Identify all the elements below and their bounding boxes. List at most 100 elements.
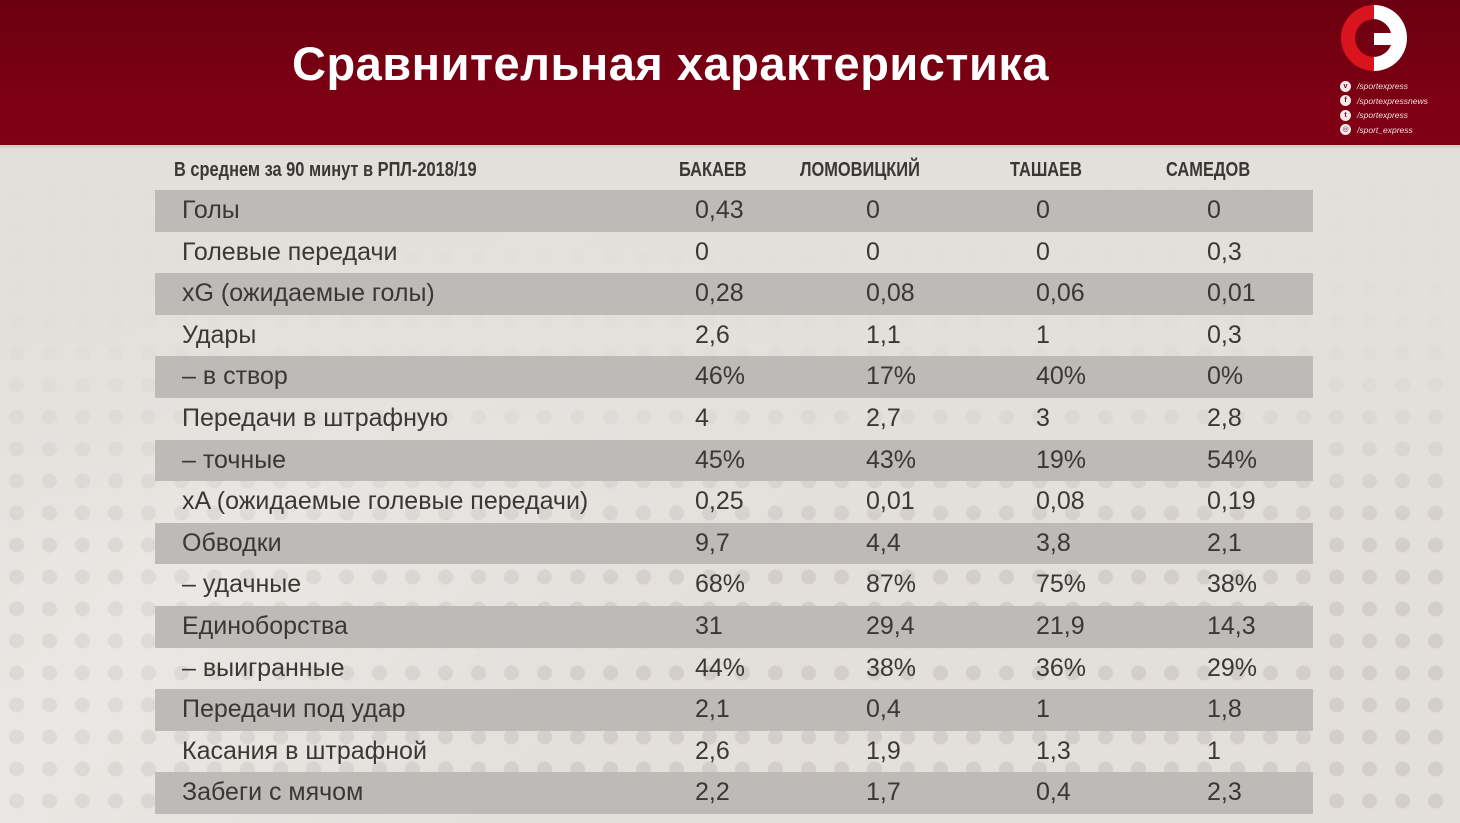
row-label: xG (ожидаемые голы)	[182, 279, 435, 308]
table-row: Единоборства 31 29,4 21,9 14,3	[155, 605, 1313, 648]
table-row: Передачи под удар 2,1 0,4 1 1,8	[155, 689, 1313, 731]
table-row: – выигранные 44% 38% 36% 29%	[155, 648, 1313, 690]
row-label: Удары	[182, 320, 257, 349]
cell-value: 0	[1036, 196, 1050, 224]
row-label: Передачи в штрафную	[182, 403, 449, 432]
cell-value: 2,8	[1207, 403, 1242, 432]
cell-value: 29,4	[866, 611, 915, 640]
cell-value: 2,1	[695, 695, 730, 724]
cell-value: 2,1	[1207, 528, 1242, 557]
cell-value: 0,43	[695, 196, 744, 224]
cell-value: 31	[695, 611, 723, 640]
comparison-table: В среднем за 90 минут в РПЛ-2018/19 БАКА…	[155, 148, 1313, 814]
row-label: Голевые передачи	[182, 237, 398, 266]
cell-value: 0,08	[1036, 487, 1085, 516]
cell-value: 1,1	[866, 320, 901, 349]
cell-value: 54%	[1207, 445, 1258, 474]
social-link-vk[interactable]: v /sportexpress	[1340, 79, 1428, 94]
table-row: Удары 2,6 1,1 1 0,3	[155, 315, 1313, 357]
cell-value: 46%	[695, 362, 746, 391]
social-link-twitter[interactable]: t /sportexpress	[1340, 108, 1428, 123]
row-label: Обводки	[182, 528, 282, 557]
table-row: xG (ожидаемые голы) 0,28 0,08 0,06 0,01	[155, 273, 1313, 315]
table-row: Обводки 9,7 4,4 3,8 2,1	[155, 522, 1313, 565]
facebook-icon: f	[1340, 95, 1351, 107]
cell-value: 75%	[1036, 570, 1087, 599]
cell-value: 1,9	[866, 736, 901, 765]
social-link-facebook[interactable]: f /sportexpressnews	[1340, 94, 1428, 109]
cell-value: 1,8	[1207, 695, 1242, 724]
cell-value: 0	[695, 237, 709, 266]
table-row: Передачи в штрафную 4 2,7 3 2,8	[155, 398, 1313, 440]
cell-value: 0,06	[1036, 279, 1085, 308]
row-label: – в створ	[182, 362, 288, 391]
cell-value: 44%	[695, 653, 746, 682]
cell-value: 4,4	[866, 528, 901, 557]
row-label: Касания в штрафной	[182, 736, 427, 765]
column-header-samedov: САМЕДОВ	[1166, 159, 1251, 181]
cell-value: 1,3	[1036, 736, 1071, 765]
vk-icon: v	[1340, 80, 1351, 92]
table-row: xA (ожидаемые голевые передачи) 0,25 0,0…	[155, 481, 1313, 523]
cell-value: 21,9	[1036, 611, 1085, 640]
cell-value: 0	[1036, 237, 1050, 266]
table-row: – в створ 46% 17% 40% 0%	[155, 356, 1313, 398]
cell-value: 19%	[1036, 445, 1087, 474]
cell-value: 0,3	[1207, 237, 1242, 266]
cell-value: 0,25	[695, 487, 744, 516]
cell-value: 1	[1207, 736, 1221, 765]
table-row: Голы 0,43 0 0 0	[155, 190, 1313, 232]
row-label: – выигранные	[182, 653, 345, 682]
cell-value: 2,6	[695, 736, 730, 765]
cell-value: 14,3	[1207, 611, 1256, 640]
page-title: Сравнительная характеристика	[292, 37, 1050, 90]
cell-value: 40%	[1036, 362, 1087, 391]
row-label: Единоборства	[182, 611, 348, 640]
cell-value: 29%	[1207, 653, 1258, 682]
instagram-icon: ◎	[1340, 124, 1351, 136]
cell-value: 2,6	[695, 320, 730, 349]
table-row: Голевые передачи 0 0 0 0,3	[155, 232, 1313, 274]
cell-value: 38%	[1207, 570, 1258, 599]
column-header-bakaev: БАКАЕВ	[679, 159, 747, 181]
cell-value: 0%	[1207, 362, 1244, 391]
table-row: Забеги с мячом 2,2 1,7 0,4 2,3	[155, 772, 1313, 814]
cell-value: 0,3	[1207, 320, 1242, 349]
row-label: xA (ожидаемые голевые передачи)	[182, 487, 589, 516]
cell-value: 1	[1036, 695, 1050, 724]
column-header-tashaev: ТАШАЕВ	[1010, 159, 1082, 181]
header-divider	[0, 145, 1460, 148]
cell-value: 68%	[695, 570, 746, 599]
cell-value: 0,4	[866, 695, 901, 724]
cell-value: 0	[866, 196, 880, 224]
cell-value: 3,8	[1036, 528, 1071, 557]
row-label: – точные	[182, 445, 287, 474]
cell-value: 0	[1207, 196, 1221, 224]
cell-value: 2,7	[866, 403, 901, 432]
table-row: Касания в штрафной 2,6 1,9 1,3 1	[155, 731, 1313, 773]
column-header-lomovitsky: ЛОМОВИЦКИЙ	[800, 159, 920, 181]
cell-value: 0,4	[1036, 778, 1071, 807]
cell-value: 36%	[1036, 653, 1087, 682]
cell-value: 0,08	[866, 279, 915, 308]
header-banner: Сравнительная характеристика v /sportexp…	[0, 0, 1460, 145]
cell-value: 0,28	[695, 279, 744, 308]
row-label: Передачи под удар	[182, 695, 406, 724]
cell-value: 3	[1036, 403, 1050, 432]
cell-value: 2,3	[1207, 778, 1242, 807]
row-label: – удачные	[182, 570, 302, 599]
cell-value: 0,01	[1207, 279, 1256, 308]
cell-value: 1,7	[866, 778, 901, 807]
table-row: – точные 45% 43% 19% 54%	[155, 439, 1313, 482]
cell-value: 45%	[695, 445, 746, 474]
cell-value: 38%	[866, 653, 917, 682]
cell-value: 4	[695, 403, 709, 432]
social-links: v /sportexpress f /sportexpressnews t /s…	[1340, 79, 1428, 137]
row-label: Забеги с мячом	[182, 778, 364, 807]
cell-value: 43%	[866, 445, 917, 474]
sport-express-logo-icon	[1341, 5, 1407, 71]
cell-value: 17%	[866, 362, 917, 391]
social-link-instagram[interactable]: ◎ /sport_express	[1340, 123, 1428, 138]
table-header: В среднем за 90 минут в РПЛ-2018/19 БАКА…	[155, 148, 1313, 190]
cell-value: 0,19	[1207, 487, 1256, 516]
